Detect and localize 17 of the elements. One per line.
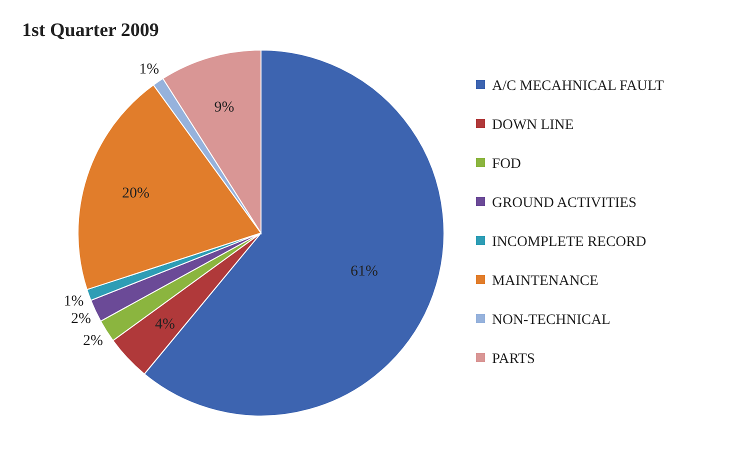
legend-label: INCOMPLETE RECORD: [492, 234, 646, 250]
data-label: 2%: [70, 310, 91, 327]
legend-label: MAINTENANCE: [492, 273, 598, 290]
legend-label: GROUND ACTIVITIES: [492, 195, 637, 212]
data-label: 61%: [350, 263, 378, 280]
data-label: 9%: [214, 100, 234, 116]
legend-label: NON-TECHNICAL: [492, 312, 610, 328]
data-label: 4%: [154, 316, 175, 332]
legend-label: FOD: [492, 156, 522, 172]
chart-title: 1st Quarter 2009: [22, 20, 159, 41]
data-label: 1%: [64, 294, 84, 310]
data-label: 2%: [82, 332, 103, 349]
data-label: 1%: [139, 62, 160, 78]
legend-label: DOWN LINE: [492, 117, 574, 134]
legend-label: PARTS: [492, 351, 535, 368]
legend-label: A/C MECAHNICAL FAULT: [492, 78, 664, 94]
data-label: 20%: [122, 186, 150, 202]
